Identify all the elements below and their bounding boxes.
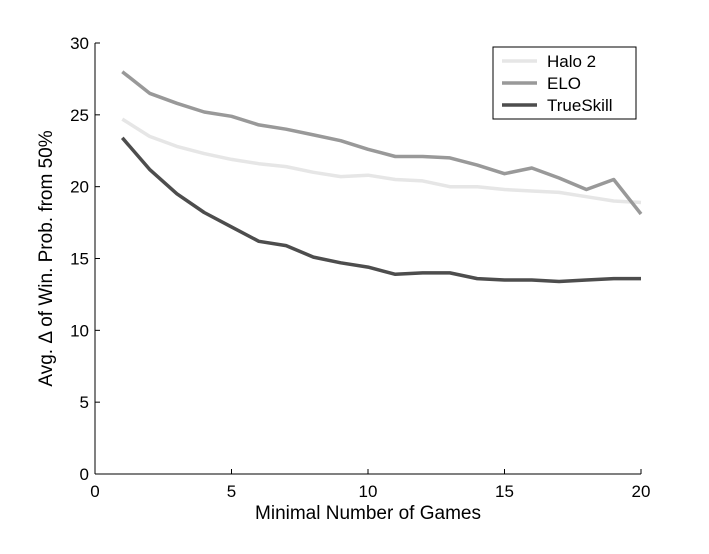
series-line-halo-2 (121, 117, 642, 205)
x-tick-label: 20 (632, 482, 651, 501)
legend: Halo 2 ELO TrueSkill (492, 46, 637, 120)
y-tick-label: 25 (70, 106, 89, 125)
x-tick-label: 5 (227, 482, 236, 501)
legend-label: Halo 2 (547, 52, 596, 71)
y-tick-label: 15 (70, 250, 89, 269)
x-axis-title: Minimal Number of Games (255, 503, 481, 524)
y-axis-title: Avg. Δ of Win. Prob. from 50% (36, 130, 57, 386)
x-tick-label: 0 (90, 482, 99, 501)
legend-label: ELO (547, 74, 581, 93)
y-tick-label: 0 (80, 465, 89, 484)
y-tick-label: 30 (70, 34, 89, 53)
x-tick-label: 15 (495, 482, 514, 501)
legend-label: TrueSkill (547, 96, 613, 115)
series-line-trueskill (120, 136, 641, 284)
axes: 0 5 10 15 20 25 30 0 5 10 15 20 (70, 34, 650, 501)
x-tick-label: 10 (359, 482, 378, 501)
y-tick-label: 20 (70, 178, 89, 197)
series-lines (120, 70, 643, 284)
y-tick-label: 10 (70, 321, 89, 340)
series-line-elo (121, 70, 643, 216)
y-tick-label: 5 (80, 393, 89, 412)
